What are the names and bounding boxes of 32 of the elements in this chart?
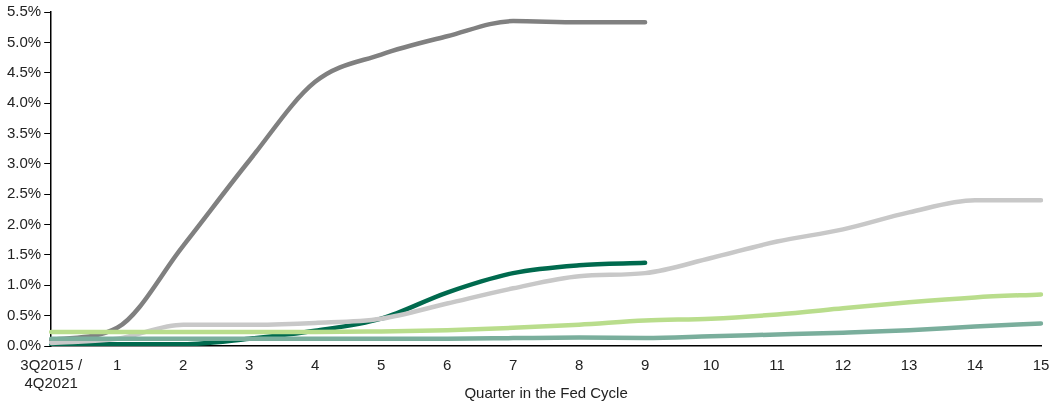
x-tick-label: 1 bbox=[113, 355, 122, 373]
line-series bbox=[48, 18, 648, 343]
x-tick-label: 15 bbox=[1032, 355, 1050, 373]
y-tick-label: 2.0% bbox=[6, 214, 42, 232]
y-tick-label: 1.5% bbox=[6, 245, 42, 263]
y-tick-label: 5.5% bbox=[6, 2, 42, 20]
line-series bbox=[48, 292, 1044, 335]
x-tick-label: 3 bbox=[244, 355, 254, 373]
y-tick-label: 1.0% bbox=[6, 275, 42, 293]
x-axis-title: Quarter in the Fed Cycle bbox=[464, 384, 628, 402]
y-tick-label: 4.5% bbox=[6, 62, 42, 80]
x-tick-label: 7 bbox=[508, 355, 518, 373]
y-tick-label: 0.0% bbox=[6, 336, 42, 354]
x-tick-label: 8 bbox=[574, 355, 584, 373]
x-tick-label: 12 bbox=[834, 355, 852, 373]
x-tick-label: 6 bbox=[442, 355, 452, 373]
y-tick-label: 3.5% bbox=[6, 123, 42, 141]
line-series bbox=[48, 321, 1044, 341]
x-tick-label: 2 bbox=[178, 355, 188, 373]
x-tick-label: 5 bbox=[376, 355, 386, 373]
x-tick-label: 9 bbox=[640, 355, 650, 373]
y-tick-label: 0.5% bbox=[6, 305, 42, 323]
x-tick-label: 14 bbox=[966, 355, 984, 373]
y-tick-label: 4.0% bbox=[6, 93, 42, 111]
x-tick-label: 13 bbox=[900, 355, 918, 373]
y-tick-label: 3.0% bbox=[6, 153, 42, 171]
x-tick-label: 10 bbox=[702, 355, 720, 373]
y-tick-label: 2.5% bbox=[6, 184, 42, 202]
x-tick-label: 11 bbox=[769, 355, 785, 373]
x-tick-label: 3Q2015 / 4Q2021 bbox=[20, 355, 83, 391]
y-tick-label: 5.0% bbox=[6, 32, 42, 50]
x-tick-label: 4 bbox=[310, 355, 320, 373]
